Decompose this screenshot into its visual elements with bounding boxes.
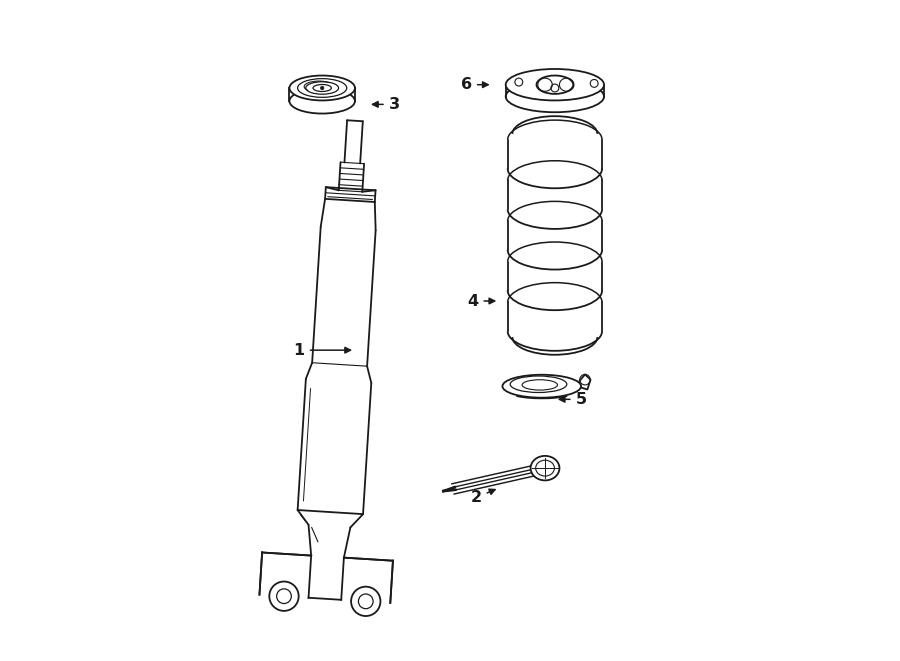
Text: 6: 6	[461, 77, 488, 92]
Ellipse shape	[531, 456, 560, 481]
Ellipse shape	[536, 75, 573, 94]
Text: 2: 2	[471, 489, 495, 505]
Text: 1: 1	[293, 342, 350, 358]
Text: 3: 3	[373, 97, 400, 112]
Text: 4: 4	[467, 293, 495, 309]
Ellipse shape	[502, 375, 581, 398]
Ellipse shape	[290, 75, 355, 100]
Ellipse shape	[506, 69, 604, 100]
Text: 5: 5	[560, 392, 587, 407]
Circle shape	[320, 86, 324, 90]
